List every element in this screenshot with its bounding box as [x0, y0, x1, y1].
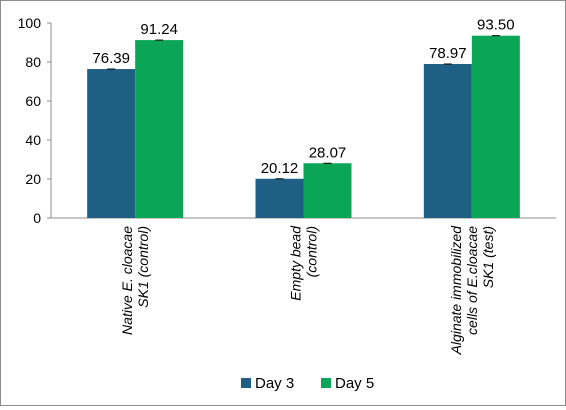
- legend: Day 3 Day 5: [241, 375, 374, 392]
- bar: [87, 69, 136, 219]
- y-tick-label: 20: [25, 171, 41, 187]
- data-label: 76.39: [92, 50, 130, 67]
- data-labels: 76.39 91.24 20.12 28.07 78.97 93.50: [92, 17, 514, 177]
- category-label-line: Alginate immobilized: [448, 225, 464, 356]
- y-tick-label: 40: [25, 132, 41, 148]
- y-tick-label: 80: [25, 54, 41, 70]
- legend-swatch: [241, 378, 251, 388]
- bars: [87, 35, 520, 219]
- category-label-line: SK1 (test): [480, 226, 496, 288]
- legend-label: Day 5: [335, 375, 374, 392]
- category-label-line: (control): [304, 226, 320, 277]
- data-label: 93.50: [477, 17, 515, 34]
- category-label: Alginate immobilized cells of E.cloacae SK…: [448, 225, 496, 356]
- bar: [255, 178, 304, 218]
- bar: [471, 35, 520, 218]
- legend-swatch: [321, 378, 331, 388]
- y-axis-ticks: 0 20 40 60 80 100: [18, 15, 51, 226]
- bar: [135, 40, 184, 218]
- data-label: 20.12: [261, 160, 299, 177]
- y-tick-label: 0: [33, 210, 41, 226]
- data-label: 78.97: [429, 45, 467, 62]
- category-label-line: cells of E.cloacae: [464, 226, 480, 335]
- data-label: 91.24: [140, 21, 178, 38]
- bar: [423, 64, 472, 218]
- category-label-line: SK1 (control): [135, 226, 151, 308]
- data-label: 28.07: [309, 144, 347, 161]
- bar: [303, 163, 352, 218]
- category-label-line: Native E. cloacae: [119, 226, 135, 335]
- y-tick-label: 60: [25, 93, 41, 109]
- legend-label: Day 3: [255, 375, 294, 392]
- category-label-line: Empty bead: [288, 225, 304, 301]
- y-tick-label: 100: [18, 15, 42, 31]
- category-label: Native E. cloacae SK1 (control): [119, 226, 151, 335]
- category-label: Empty bead (control): [288, 225, 320, 301]
- category-labels: Native E. cloacae SK1 (control) Empty bead…: [119, 225, 496, 356]
